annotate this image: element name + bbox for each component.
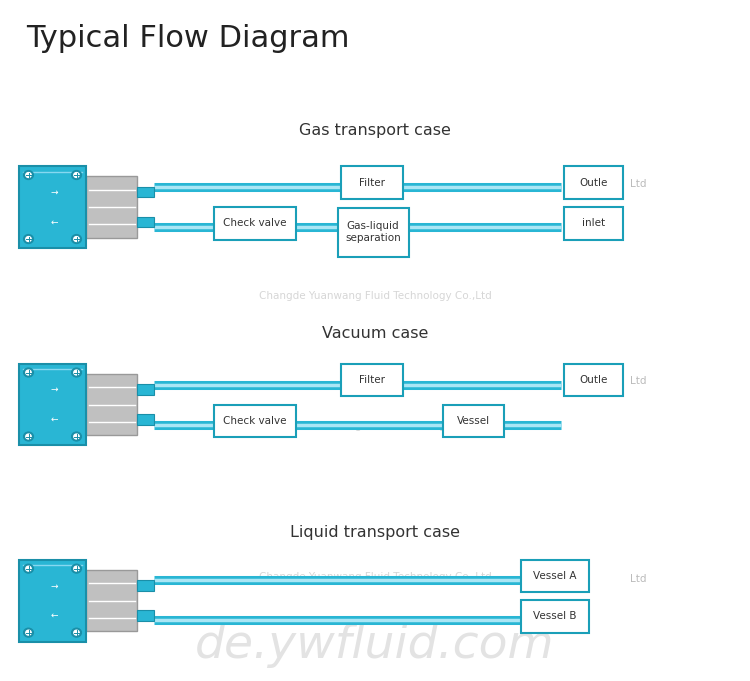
Text: ←: ← [50, 611, 58, 620]
Text: de.ywfluid.com: de.ywfluid.com [195, 623, 555, 668]
Text: Vacuum case: Vacuum case [322, 326, 428, 341]
Circle shape [72, 432, 81, 441]
Circle shape [26, 434, 32, 439]
Bar [19, 364, 86, 445]
Circle shape [26, 172, 32, 178]
Bar [86, 570, 137, 631]
Text: Vessel B: Vessel B [533, 612, 577, 621]
Text: Ltd: Ltd [630, 377, 646, 386]
Text: →: → [50, 581, 58, 590]
Bar [338, 208, 409, 257]
Circle shape [74, 434, 80, 439]
Bar [214, 405, 296, 437]
Text: ←: ← [50, 415, 58, 424]
Text: Check valve: Check valve [224, 219, 286, 228]
Text: Changde Yuanwang Fluid Technology Co.,Ltd: Changde Yuanwang Fluid Technology Co.,Lt… [259, 291, 491, 301]
Text: Outle: Outle [579, 178, 608, 187]
Circle shape [24, 368, 33, 377]
Circle shape [26, 566, 32, 571]
Text: Gas-liquid
separation: Gas-liquid separation [345, 221, 401, 243]
Text: Liquid transport case: Liquid transport case [290, 525, 460, 540]
Circle shape [72, 368, 81, 377]
Text: inlet: inlet [582, 219, 604, 228]
Circle shape [72, 235, 81, 244]
Text: Check valve: Check valve [224, 416, 286, 426]
Text: →: → [50, 187, 58, 197]
Text: →: → [50, 385, 58, 394]
Text: Vessel A: Vessel A [533, 571, 577, 581]
Circle shape [74, 630, 80, 635]
Bar [442, 405, 504, 437]
Text: Gas transport case: Gas transport case [299, 123, 451, 138]
Circle shape [72, 628, 81, 637]
Bar [521, 600, 589, 633]
Text: Filter: Filter [359, 375, 385, 385]
Text: ←: ← [50, 217, 58, 227]
Text: Ltd: Ltd [630, 574, 646, 584]
Bar [137, 217, 154, 227]
Text: Changde Yuanwang Fluid Technology Co.,Ltd: Changde Yuanwang Fluid Technology Co.,Lt… [259, 421, 491, 430]
Bar [19, 166, 86, 248]
Circle shape [24, 564, 33, 573]
Bar [137, 384, 154, 395]
Circle shape [72, 171, 81, 179]
Circle shape [74, 566, 80, 571]
Circle shape [74, 172, 80, 178]
Circle shape [26, 236, 32, 242]
Text: Changde Yuanwang Fluid Technology Co.,Ltd: Changde Yuanwang Fluid Technology Co.,Lt… [259, 573, 491, 582]
Bar [521, 560, 589, 592]
Bar [564, 207, 622, 240]
Bar [564, 364, 622, 396]
Circle shape [74, 236, 80, 242]
Circle shape [26, 370, 32, 375]
Bar [564, 166, 622, 199]
Bar [341, 166, 403, 199]
Circle shape [24, 171, 33, 179]
Circle shape [24, 628, 33, 637]
Bar [137, 414, 154, 425]
Bar [86, 176, 137, 238]
Text: Filter: Filter [359, 178, 385, 187]
Circle shape [24, 432, 33, 441]
Circle shape [24, 235, 33, 244]
Text: Outle: Outle [579, 375, 608, 385]
Bar [137, 610, 154, 621]
Bar [214, 207, 296, 240]
Circle shape [72, 564, 81, 573]
Bar [137, 187, 154, 197]
Text: Ltd: Ltd [630, 179, 646, 189]
Circle shape [26, 630, 32, 635]
Bar [137, 580, 154, 591]
Bar [19, 560, 86, 642]
Bar [86, 374, 137, 435]
Text: Typical Flow Diagram: Typical Flow Diagram [26, 24, 350, 53]
Circle shape [74, 370, 80, 375]
Text: Vessel: Vessel [457, 416, 490, 426]
Bar [341, 364, 403, 396]
